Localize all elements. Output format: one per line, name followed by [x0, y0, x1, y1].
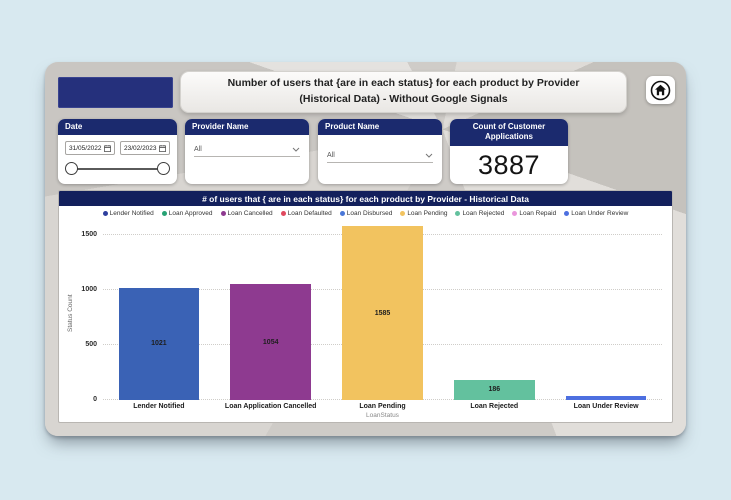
x-axis-labels: Lender Notified Loan Application Cancelle… — [103, 403, 662, 410]
bar-value-label: 186 — [488, 386, 501, 394]
x-tick-label-lender-notified: Lender Notified — [133, 403, 185, 410]
bar-lender-notified[interactable]: 1021 — [118, 287, 200, 400]
calendar-icon — [104, 144, 111, 152]
product-filter-card: Product Name All — [318, 119, 442, 184]
chevron-down-icon — [292, 147, 300, 153]
x-tick-label-loan-rejected: Loan Rejected — [470, 403, 519, 410]
y-axis-title: Status Count — [67, 294, 74, 332]
legend-item-loan-disbursed[interactable]: Loan Disbursed — [339, 210, 393, 217]
legend-dot-icon — [102, 211, 108, 216]
legend-dot-icon — [161, 211, 167, 216]
legend-label: Loan Approved — [168, 210, 213, 217]
legend-dot-icon — [280, 211, 286, 216]
x-tick-label-loan-under-review: Loan Under Review — [573, 403, 639, 410]
legend-item-lender-notified[interactable]: Lender Notified — [102, 210, 154, 217]
legend-label: Loan Cancelled — [227, 210, 273, 217]
date-start-input[interactable]: 31/05/2022 — [65, 141, 115, 156]
y-tick-label: 500 — [85, 341, 97, 349]
legend-dot-icon — [564, 211, 570, 216]
legend-label: Loan Rejected — [462, 210, 505, 217]
bar-value-label: 1585 — [374, 309, 391, 317]
x-tick-label-loan-application-cancelled: Loan Application Cancelled — [224, 403, 317, 410]
chevron-down-icon — [425, 153, 433, 159]
y-tick-label: 1000 — [81, 286, 97, 294]
legend-dot-icon — [455, 211, 461, 216]
provider-select-value: All — [194, 146, 202, 154]
slider-handle-end[interactable] — [157, 162, 170, 176]
slider-handle-start[interactable] — [65, 162, 78, 176]
date-end-value: 23/02/2023 — [124, 144, 157, 152]
bar-slot: 186 — [438, 226, 550, 400]
legend-item-loan-under-review[interactable]: Loan Under Review — [564, 210, 628, 217]
bar-slot: 1054 — [215, 226, 327, 400]
product-filter-title: Product Name — [318, 119, 442, 136]
legend-item-loan-approved[interactable]: Loan Approved — [161, 210, 213, 217]
legend-dot-icon — [512, 211, 518, 216]
kpi-card: Count of Customer Applications 3887 — [450, 119, 568, 184]
report-title: Number of users that {are in each status… — [180, 71, 627, 113]
chart-legend: Lender Notified Loan Approved Loan Cancell… — [59, 207, 672, 220]
legend-label: Loan Under Review — [571, 210, 629, 217]
legend-item-loan-repaid[interactable]: Loan Repaid — [512, 210, 556, 217]
bar-value-label: 1054 — [262, 338, 279, 346]
product-select-value: All — [327, 152, 335, 160]
provider-filter-card: Provider Name All — [185, 119, 309, 184]
y-tick-label: 0 — [93, 396, 97, 403]
x-tick-label-loan-pending: Loan Pending — [359, 403, 406, 410]
date-filter-card: Date 31/05/2022 23/02/2023 — [58, 119, 177, 184]
logo-block — [58, 77, 173, 108]
home-button[interactable] — [646, 76, 675, 104]
kpi-value: 3887 — [477, 150, 541, 181]
legend-dot-icon — [339, 211, 345, 216]
legend-item-loan-pending[interactable]: Loan Pending — [400, 210, 447, 217]
bar-value-label: 1021 — [151, 340, 167, 348]
bar-loan-under-review[interactable] — [565, 395, 647, 400]
legend-item-loan-defaulted[interactable]: Loan Defaulted — [280, 210, 332, 217]
calendar-icon — [159, 144, 166, 152]
legend-label: Loan Disbursed — [346, 210, 393, 217]
date-filter-title: Date — [58, 119, 177, 136]
bar-slot: 1021 — [103, 226, 215, 400]
legend-dot-icon — [220, 211, 226, 216]
chart-title: # of users that { are in each status} fo… — [59, 191, 672, 206]
legend-label: Loan Repaid — [519, 210, 557, 217]
provider-filter-title: Provider Name — [185, 119, 309, 136]
dashboard-panel: Number of users that {are in each status… — [45, 62, 686, 436]
legend-dot-icon — [400, 211, 406, 216]
y-tick-label: 1500 — [81, 231, 97, 239]
plot-area: Status Count 0 500 1000 1500 1021 1054 1585 18… — [67, 226, 662, 403]
slider-track — [72, 167, 163, 170]
bar-slot — [550, 226, 662, 400]
home-icon — [650, 80, 671, 101]
bar-loan-application-cancelled[interactable]: 1054 — [230, 284, 311, 400]
bar-loan-pending[interactable]: 1585 — [342, 226, 423, 400]
legend-label: Lender Notified — [109, 210, 154, 217]
legend-label: Loan Pending — [407, 210, 448, 217]
bars-container: 1021 1054 1585 186 — [103, 226, 662, 400]
date-end-input[interactable]: 23/02/2023 — [120, 141, 170, 156]
x-axis-title: LoanStatus — [366, 412, 399, 419]
kpi-title: Count of Customer Applications — [450, 119, 568, 146]
date-start-value: 31/05/2022 — [69, 144, 102, 152]
legend-label: Loan Defaulted — [287, 210, 332, 217]
bar-slot: 1585 — [327, 226, 439, 400]
legend-item-loan-cancelled[interactable]: Loan Cancelled — [220, 210, 273, 217]
provider-select[interactable]: All — [194, 146, 300, 158]
date-range-slider[interactable] — [65, 162, 170, 176]
legend-item-loan-rejected[interactable]: Loan Rejected — [455, 210, 504, 217]
product-select[interactable]: All — [327, 152, 433, 164]
bar-chart-panel: # of users that { are in each status} fo… — [58, 190, 673, 423]
bar-loan-rejected[interactable]: 186 — [454, 379, 535, 400]
